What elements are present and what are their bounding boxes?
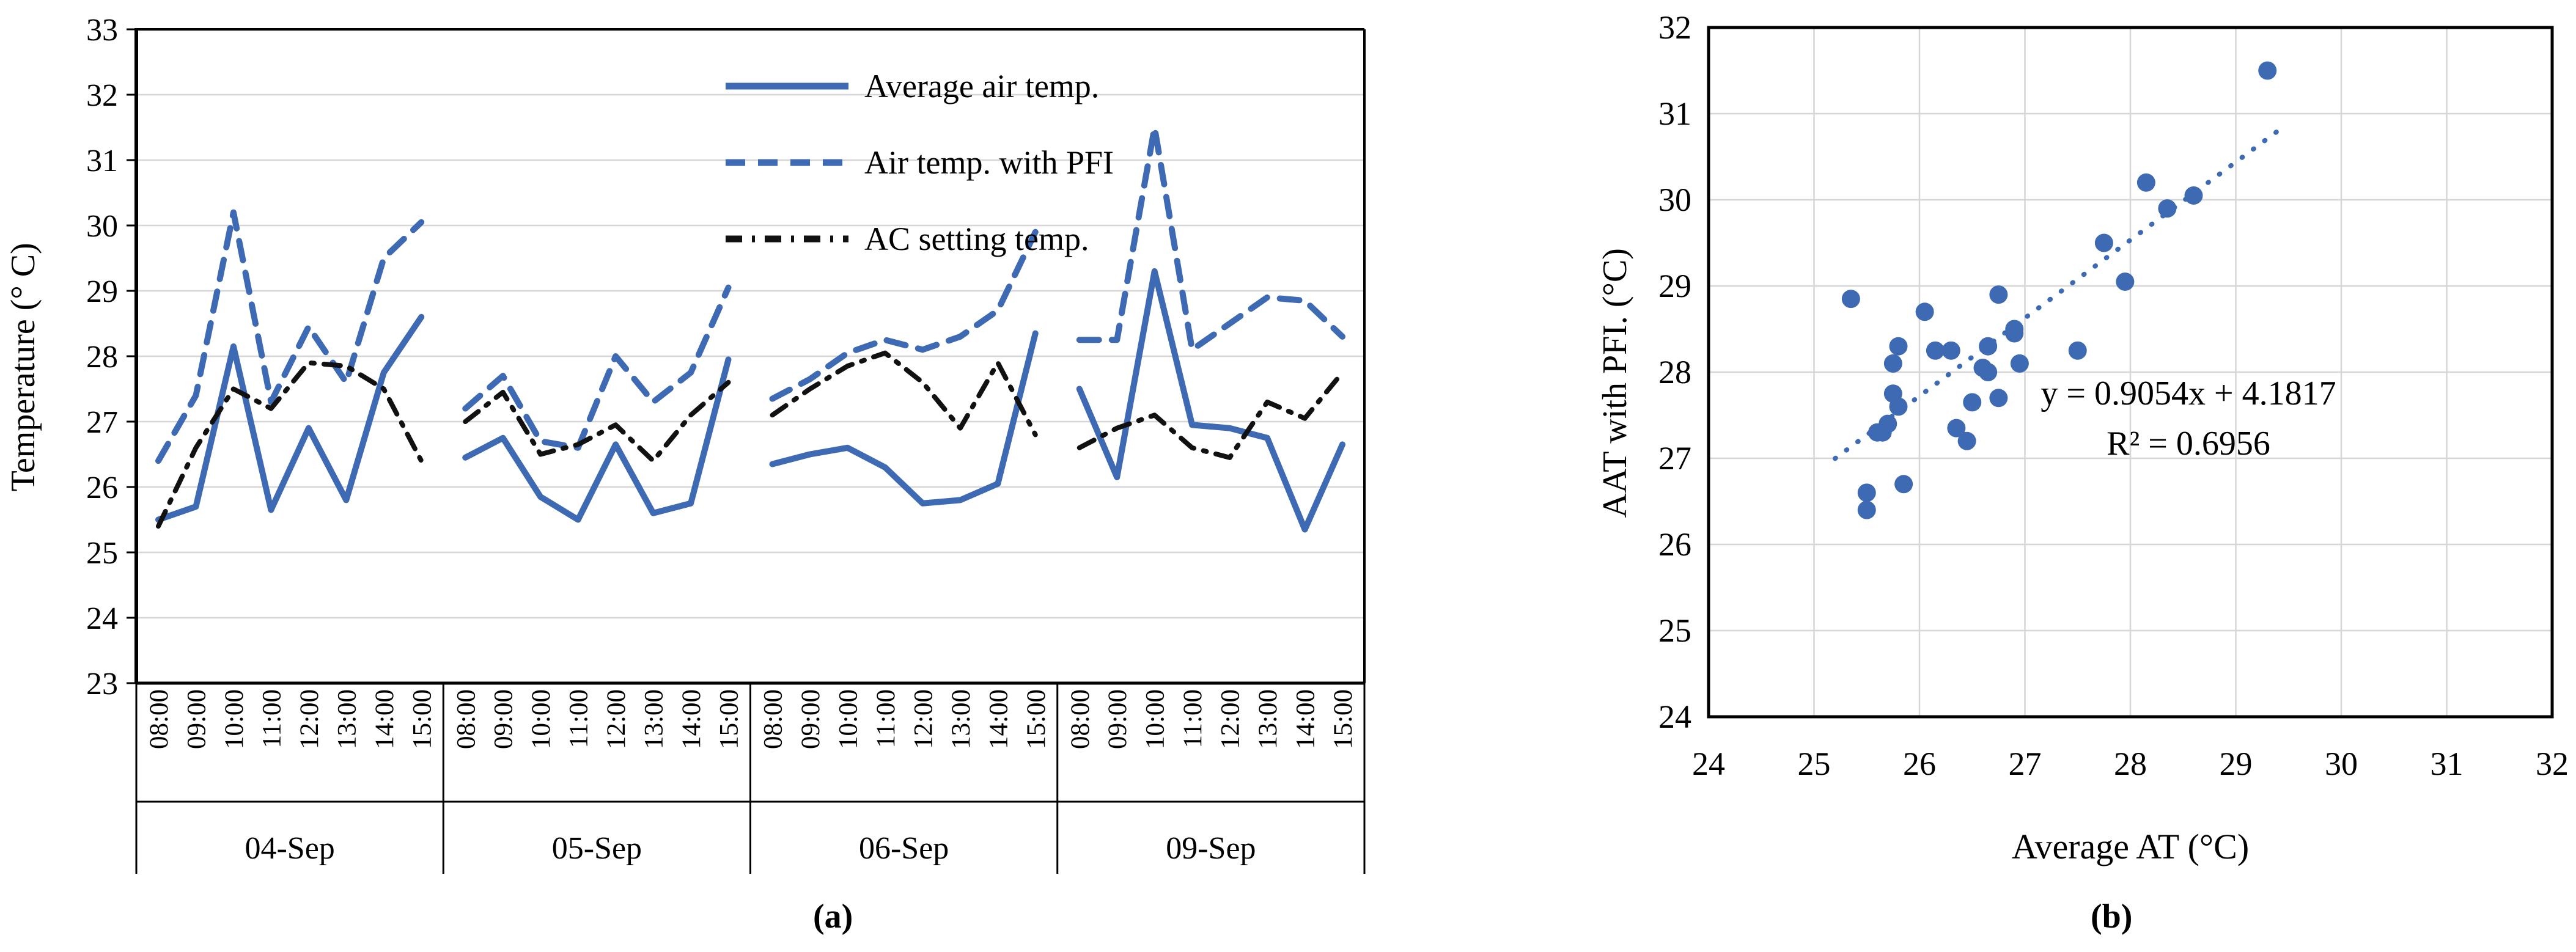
svg-text:12:00: 12:00 bbox=[909, 689, 938, 749]
dashdot-line-sample-icon bbox=[726, 235, 848, 242]
svg-text:15:00: 15:00 bbox=[1022, 689, 1051, 749]
svg-text:23: 23 bbox=[86, 667, 118, 701]
svg-text:11:00: 11:00 bbox=[257, 689, 286, 748]
svg-text:26: 26 bbox=[86, 471, 118, 505]
svg-text:05-Sep: 05-Sep bbox=[552, 831, 642, 866]
svg-text:14:00: 14:00 bbox=[370, 689, 399, 749]
svg-text:27: 27 bbox=[2009, 745, 2042, 782]
svg-text:15:00: 15:00 bbox=[408, 689, 436, 749]
svg-text:11:00: 11:00 bbox=[565, 689, 594, 748]
legend-label: Average air temp. bbox=[864, 67, 1100, 104]
x-axis-title-chart-b: Average AT (°C) bbox=[2011, 827, 2250, 866]
svg-text:31: 31 bbox=[1658, 95, 1691, 132]
svg-text:24: 24 bbox=[86, 601, 118, 636]
svg-text:24: 24 bbox=[1658, 698, 1691, 735]
y-axis-title-chart-a: Temperature (° C) bbox=[4, 243, 42, 492]
caption-b: (b) bbox=[2091, 898, 2133, 936]
svg-text:10:00: 10:00 bbox=[527, 689, 556, 749]
svg-text:28: 28 bbox=[1658, 354, 1691, 390]
svg-text:15:00: 15:00 bbox=[715, 689, 744, 749]
legend-label: Air temp. with PFI bbox=[864, 144, 1114, 181]
svg-text:13:00: 13:00 bbox=[640, 689, 669, 749]
svg-text:13:00: 13:00 bbox=[1254, 689, 1282, 749]
svg-text:09:00: 09:00 bbox=[182, 689, 211, 749]
svg-text:25: 25 bbox=[1798, 745, 1831, 782]
svg-text:14:00: 14:00 bbox=[1292, 689, 1320, 749]
svg-text:31: 31 bbox=[86, 144, 118, 178]
svg-text:12:00: 12:00 bbox=[602, 689, 631, 749]
svg-text:08:00: 08:00 bbox=[452, 689, 480, 749]
svg-text:26: 26 bbox=[1658, 526, 1691, 563]
caption-a: (a) bbox=[813, 898, 853, 936]
svg-text:25: 25 bbox=[86, 536, 118, 571]
legend-item-average-air-temp: Average air temp. bbox=[724, 48, 1116, 124]
svg-text:10:00: 10:00 bbox=[834, 689, 863, 749]
svg-text:08:00: 08:00 bbox=[145, 689, 174, 749]
svg-text:24: 24 bbox=[1692, 745, 1725, 782]
svg-text:32: 32 bbox=[86, 78, 118, 113]
legend-item-air-temp-with-pfi: Air temp. with PFI bbox=[724, 124, 1116, 200]
trendline-r-squared: R² = 0.6956 bbox=[2107, 425, 2270, 463]
svg-text:30: 30 bbox=[2325, 745, 2358, 782]
svg-text:26: 26 bbox=[1903, 745, 1936, 782]
svg-text:12:00: 12:00 bbox=[1216, 689, 1245, 749]
svg-text:32: 32 bbox=[2536, 745, 2569, 782]
svg-text:09:00: 09:00 bbox=[1103, 689, 1132, 749]
trendline-equation: y = 0.9054x + 4.1817 bbox=[2041, 375, 2336, 412]
dashed-line-sample-icon bbox=[726, 159, 848, 166]
svg-text:09-Sep: 09-Sep bbox=[1166, 831, 1256, 866]
svg-text:29: 29 bbox=[86, 274, 118, 309]
solid-line-sample-icon bbox=[726, 82, 848, 89]
svg-text:29: 29 bbox=[2220, 745, 2253, 782]
svg-text:33: 33 bbox=[86, 13, 118, 48]
svg-text:12:00: 12:00 bbox=[295, 689, 324, 749]
svg-text:29: 29 bbox=[1658, 268, 1691, 304]
svg-text:28: 28 bbox=[2114, 745, 2147, 782]
svg-text:27: 27 bbox=[86, 405, 118, 440]
svg-text:09:00: 09:00 bbox=[797, 689, 825, 749]
svg-text:09:00: 09:00 bbox=[490, 689, 518, 749]
svg-text:11:00: 11:00 bbox=[872, 689, 900, 748]
svg-text:06-Sep: 06-Sep bbox=[859, 831, 949, 866]
svg-text:14:00: 14:00 bbox=[984, 689, 1013, 749]
svg-text:08:00: 08:00 bbox=[759, 689, 788, 749]
y-axis-title-chart-b: AAT with PFI. (°C) bbox=[1596, 248, 1634, 518]
svg-text:27: 27 bbox=[1658, 440, 1691, 477]
svg-text:04-Sep: 04-Sep bbox=[245, 831, 334, 866]
svg-text:08:00: 08:00 bbox=[1066, 689, 1095, 749]
svg-text:30: 30 bbox=[1658, 181, 1691, 218]
svg-text:32: 32 bbox=[1658, 9, 1691, 46]
svg-text:10:00: 10:00 bbox=[220, 689, 249, 749]
svg-text:13:00: 13:00 bbox=[947, 689, 976, 749]
svg-text:11:00: 11:00 bbox=[1179, 689, 1207, 748]
svg-text:25: 25 bbox=[1658, 612, 1691, 649]
svg-text:13:00: 13:00 bbox=[333, 689, 361, 749]
svg-text:30: 30 bbox=[86, 209, 118, 244]
svg-text:10:00: 10:00 bbox=[1141, 689, 1170, 749]
legend-item-ac-setting-temp: AC setting temp. bbox=[724, 200, 1116, 277]
svg-text:28: 28 bbox=[86, 340, 118, 375]
legend-chart-a: Average air temp. Air temp. with PFI AC … bbox=[724, 48, 1116, 277]
svg-text:14:00: 14:00 bbox=[677, 689, 706, 749]
svg-text:15:00: 15:00 bbox=[1329, 689, 1358, 749]
svg-text:31: 31 bbox=[2431, 745, 2464, 782]
legend-label: AC setting temp. bbox=[864, 220, 1089, 257]
